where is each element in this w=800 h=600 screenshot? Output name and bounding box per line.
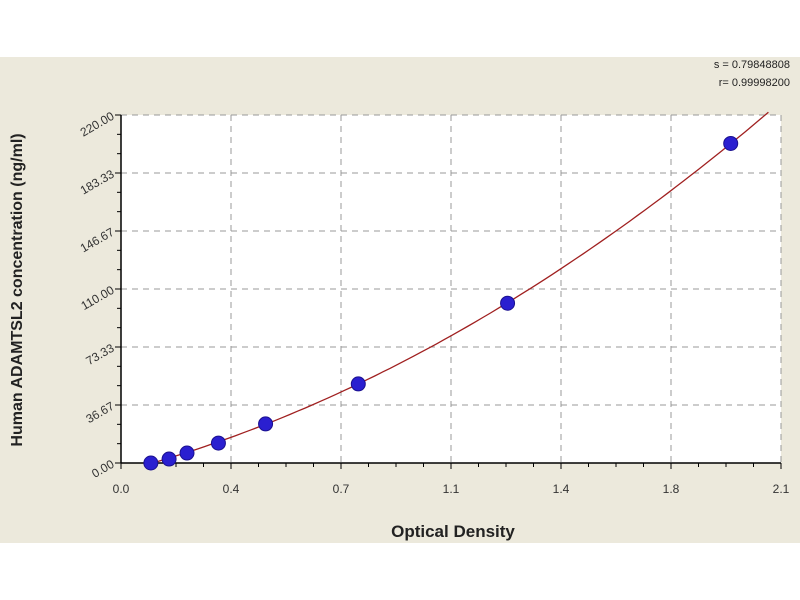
y-tick-label: 73.33 — [83, 341, 116, 368]
x-tick-label: 2.1 — [773, 482, 790, 496]
y-axis-label: Human ADAMTSL2 concentration (ng/ml) — [9, 133, 26, 446]
x-tick-label: 1.1 — [443, 482, 460, 496]
x-axis-label: Optical Density — [391, 522, 515, 541]
x-tick-label: 0.7 — [333, 482, 350, 496]
y-tick-label: 146.67 — [78, 225, 117, 256]
data-point — [161, 451, 177, 467]
x-tick-label: 0.0 — [113, 482, 130, 496]
y-tick-label: 0.00 — [89, 457, 117, 481]
y-tick-label: 220.00 — [78, 109, 117, 140]
y-tick-label: 110.00 — [78, 283, 116, 313]
data-point — [258, 416, 274, 432]
y-tick-label: 36.67 — [83, 399, 116, 426]
data-point — [723, 135, 739, 151]
stat-r: r= 0.99998200 — [719, 77, 790, 89]
x-tick-label: 1.4 — [553, 482, 570, 496]
data-point — [210, 435, 226, 451]
data-point — [179, 445, 195, 461]
data-point — [143, 455, 159, 471]
y-tick-label: 183.33 — [78, 167, 117, 198]
data-point — [350, 376, 366, 392]
stat-s: s = 0.79848808 — [714, 59, 790, 71]
data-point — [500, 295, 516, 311]
x-tick-label: 0.4 — [223, 482, 240, 496]
x-tick-label: 1.8 — [663, 482, 680, 496]
fit-curve — [150, 111, 769, 465]
